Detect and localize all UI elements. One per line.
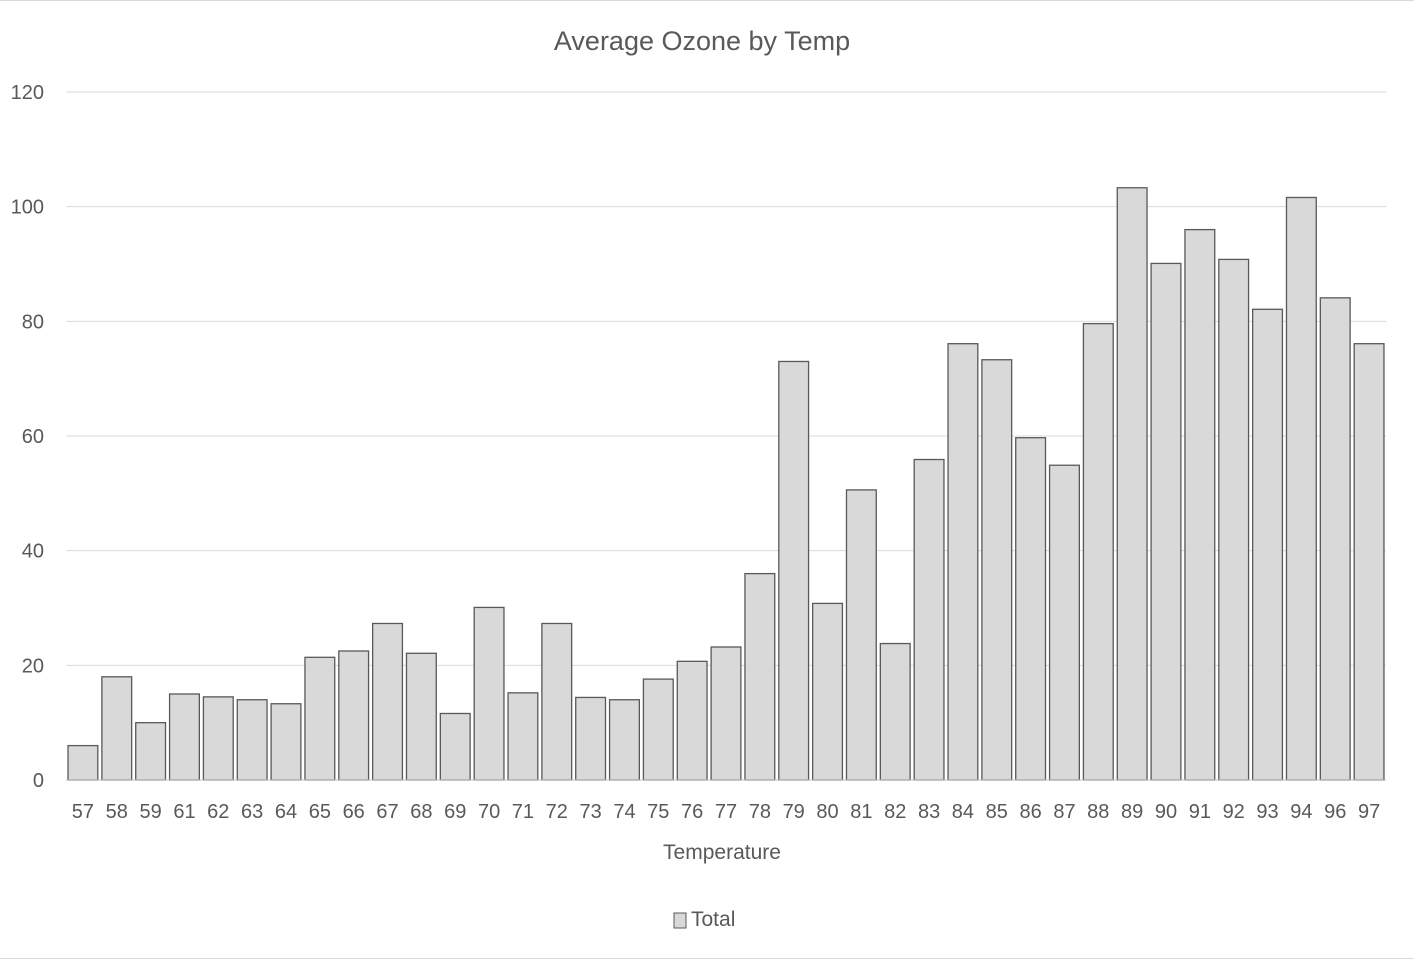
bar-78	[744, 572, 776, 781]
bar-74	[608, 699, 641, 781]
x-tick-label: 84	[952, 801, 974, 823]
x-tick-label: 86	[1019, 801, 1041, 823]
legend: Total	[673, 908, 735, 931]
bar-69	[439, 712, 471, 781]
bar-61	[168, 693, 201, 781]
x-axis-title: Temperature	[663, 841, 781, 864]
legend-swatch-total	[673, 912, 687, 929]
x-tick-label: 79	[783, 801, 805, 823]
x-tick-label: 59	[139, 801, 161, 823]
bar-72	[541, 622, 573, 781]
x-tick-label: 72	[546, 801, 568, 823]
bar-87	[1048, 464, 1080, 781]
x-tick-label: 67	[376, 801, 398, 823]
x-tick-label: 93	[1256, 801, 1278, 823]
x-tick-label: 87	[1053, 801, 1075, 823]
x-tick-label: 76	[681, 801, 703, 823]
bar-58	[101, 676, 133, 781]
x-tick-label: 88	[1087, 801, 1109, 823]
x-tick-label: 70	[478, 801, 500, 823]
y-tick-label: 60	[22, 426, 44, 448]
x-tick-label: 92	[1223, 801, 1245, 823]
bar-71	[507, 692, 539, 781]
bars	[67, 187, 1385, 781]
x-tick-label: 85	[986, 801, 1008, 823]
bar-70	[473, 606, 505, 781]
x-tick-label: 81	[850, 801, 872, 823]
bar-89	[1116, 187, 1148, 781]
x-tick-label: 91	[1189, 801, 1211, 823]
bar-59	[135, 722, 167, 781]
x-tick-label: 90	[1155, 801, 1177, 823]
bar-85	[981, 359, 1013, 781]
x-tick-label: 96	[1324, 801, 1346, 823]
y-tick-label: 0	[33, 770, 44, 792]
y-axis-ticks: 0 20 40 60 80 100 120	[11, 82, 44, 792]
bar-75	[642, 678, 674, 781]
x-tick-label: 69	[444, 801, 466, 823]
x-tick-label: 83	[918, 801, 940, 823]
bar-67	[371, 622, 404, 781]
bar-88	[1082, 322, 1114, 781]
x-tick-label: 64	[275, 801, 297, 823]
x-tick-label: 63	[241, 801, 263, 823]
x-tick-label: 66	[343, 801, 365, 823]
bar-62	[202, 696, 234, 781]
x-tick-label: 89	[1121, 801, 1143, 823]
y-tick-label: 40	[22, 541, 44, 563]
bar-90	[1150, 262, 1182, 781]
x-tick-label: 71	[512, 801, 534, 823]
chart-frame-bottom	[0, 958, 1414, 959]
legend-label-total: Total	[691, 908, 735, 931]
bar-83	[913, 458, 945, 781]
x-tick-label: 74	[613, 801, 635, 823]
bar-94	[1285, 196, 1317, 781]
x-tick-label: 80	[816, 801, 838, 823]
x-tick-label: 73	[579, 801, 601, 823]
x-tick-label: 75	[647, 801, 669, 823]
x-tick-label: 58	[106, 801, 128, 823]
y-tick-label: 80	[22, 311, 44, 333]
bar-82	[879, 642, 911, 781]
x-tick-label: 97	[1358, 801, 1380, 823]
bar-76	[676, 660, 708, 781]
x-tick-label: 77	[715, 801, 737, 823]
bar-96	[1319, 297, 1351, 781]
bar-79	[778, 360, 810, 781]
bar-57	[67, 744, 99, 781]
bar-77	[710, 646, 742, 781]
bar-64	[270, 703, 302, 781]
x-tick-label: 94	[1290, 801, 1312, 823]
chart-frame-top	[0, 0, 1414, 1]
x-tick-label: 68	[410, 801, 432, 823]
bar-97	[1353, 343, 1385, 781]
bar-68	[405, 652, 437, 781]
bar-80	[812, 602, 844, 781]
x-tick-label: 61	[173, 801, 195, 823]
bar-93	[1252, 308, 1284, 781]
x-tick-label: 82	[884, 801, 906, 823]
x-tick-label: 62	[207, 801, 229, 823]
bar-63	[236, 699, 268, 781]
bar-92	[1218, 258, 1250, 781]
y-tick-label: 100	[11, 197, 44, 219]
bar-84	[947, 343, 979, 781]
bar-81	[845, 489, 877, 781]
bar-73	[575, 696, 607, 781]
y-tick-label: 120	[11, 82, 44, 104]
bar-66	[338, 650, 370, 781]
chart-title: Average Ozone by Temp	[554, 26, 850, 56]
bar-65	[304, 656, 336, 781]
x-tick-label: 57	[72, 801, 94, 823]
bar-91	[1184, 228, 1216, 781]
x-tick-label: 65	[309, 801, 331, 823]
x-tick-label: 78	[749, 801, 771, 823]
y-tick-label: 20	[22, 655, 44, 677]
x-axis-ticks: 57 58 59 61 62 63 64 65 66 67 68 69 70 71 72 73 74 75 76 77…	[72, 801, 1380, 823]
bar-86	[1015, 437, 1047, 781]
